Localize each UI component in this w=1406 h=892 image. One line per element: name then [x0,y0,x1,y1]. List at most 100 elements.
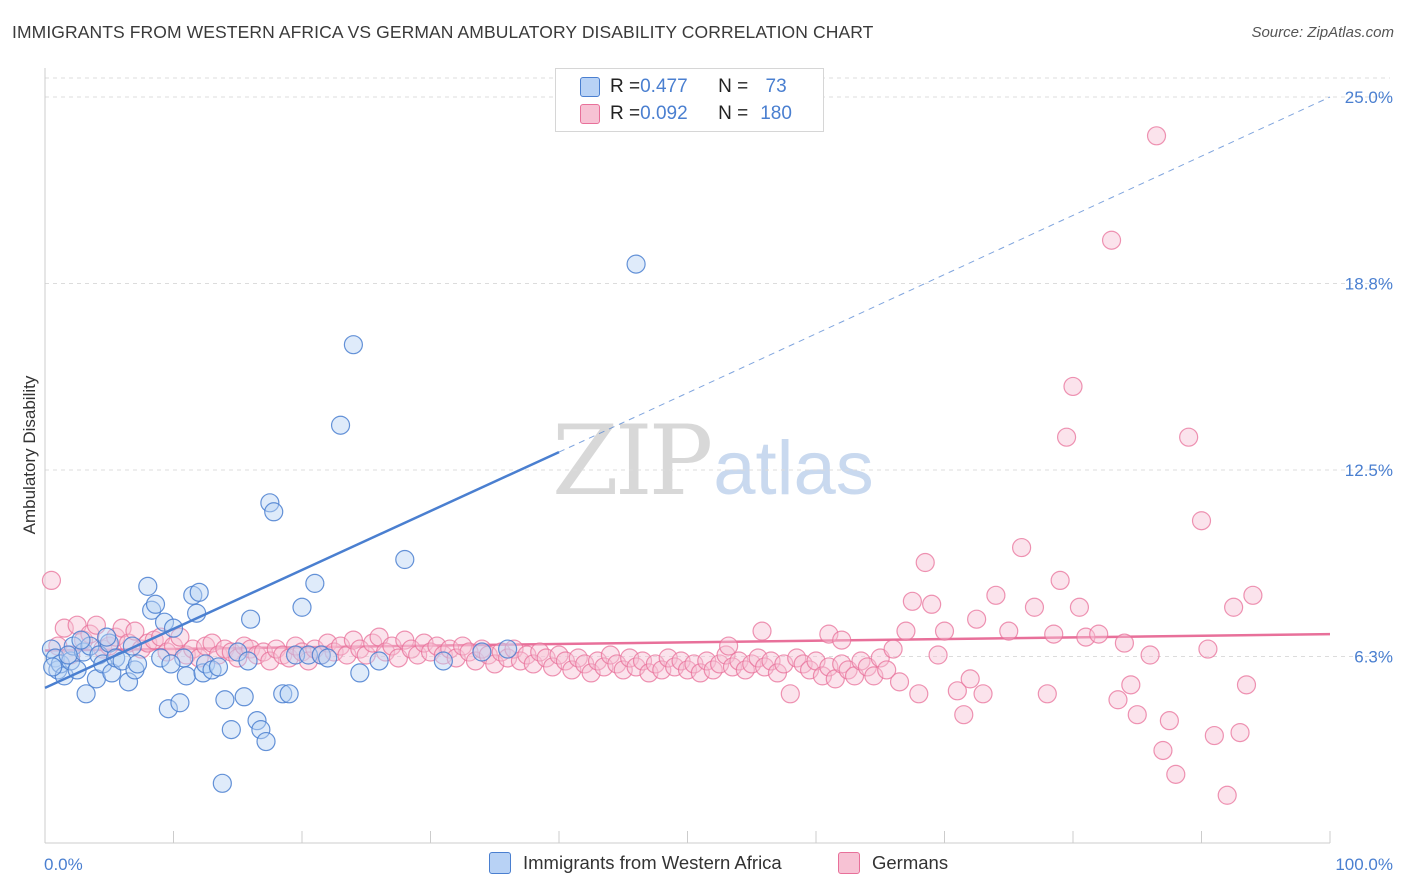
series-swatch-pink [838,852,860,874]
point-germans [1063,376,1083,397]
correlation-legend: R = 0.477 N = 73 R = 0.092 N = 180 [555,68,824,132]
point-germans [1127,705,1147,725]
legend-n-label: N = [718,103,749,124]
point-germans [780,684,800,704]
point-immigrants [238,651,258,671]
point-germans [954,705,974,725]
point-germans [1191,511,1212,531]
point-germans [973,684,993,704]
point-immigrants [433,651,453,671]
point-germans [960,669,980,689]
point-immigrants [305,573,325,593]
point-immigrants [97,627,117,647]
source-label: Source: ZipAtlas.com [1251,24,1394,41]
trendline-immigrants [44,450,560,689]
point-immigrants [118,672,139,692]
point-immigrants [395,549,415,570]
point-immigrants [58,645,78,665]
point-germans [1236,675,1257,695]
point-germans [1069,597,1090,617]
legend-r-label: R = [610,103,641,124]
point-germans [1089,624,1109,644]
legend-r-value: 0.477 [640,76,688,97]
point-germans [928,645,948,665]
point-germans [1101,230,1122,250]
point-germans [902,591,922,611]
legend-r-value: 0.092 [640,103,688,124]
point-immigrants [63,636,83,656]
points-immigrants [41,254,646,793]
point-immigrants [170,693,190,713]
point-immigrants [472,642,492,662]
point-germans [986,585,1006,605]
legend-n-value: 180 [760,103,792,124]
point-immigrants [369,651,389,671]
x-tick-label: 100.0% [1335,855,1393,874]
point-germans [1146,126,1167,146]
point-immigrants [138,576,158,596]
point-immigrants [71,630,91,650]
point-immigrants [264,502,284,522]
point-germans [896,621,916,641]
point-germans [1140,645,1160,665]
watermark-zip: ZIP [552,405,713,517]
series-legend-immigrants: Immigrants from Western Africa [489,852,782,874]
point-germans [832,630,852,650]
legend-n-value: 73 [760,76,787,97]
point-germans [1044,624,1064,644]
point-germans [877,660,897,680]
point-germans [999,621,1019,641]
point-germans [909,684,929,704]
x-tick-label: 0.0% [44,855,83,874]
point-germans [1243,585,1263,605]
chart-title: IMMIGRANTS FROM WESTERN AFRICA VS GERMAN… [12,22,874,42]
point-immigrants [350,663,370,683]
point-immigrants [330,415,351,435]
axes [44,68,1331,844]
point-immigrants [292,597,312,617]
point-germans [1159,711,1179,731]
point-immigrants [251,720,271,740]
series-legend: Immigrants from Western Africa Germans [0,852,1406,878]
point-immigrants [212,773,232,793]
watermark-atlas: atlas [713,426,874,511]
point-germans [883,639,903,659]
point-germans [1114,633,1135,653]
point-germans [1166,764,1186,784]
point-immigrants [221,720,241,740]
point-germans [922,594,942,614]
point-immigrants [208,657,229,677]
point-germans [1108,690,1128,710]
point-germans [41,570,62,591]
point-germans [1204,725,1224,746]
point-immigrants [176,666,196,686]
point-immigrants [343,335,363,355]
point-immigrants [127,654,148,674]
point-immigrants [145,594,166,614]
grid-lines [45,77,1390,657]
point-immigrants [234,687,254,707]
point-germans [1037,684,1057,704]
point-immigrants [626,254,646,274]
point-germans [719,636,739,656]
point-germans [1217,785,1237,805]
legend-row-germans: R = 0.092 N = 180 [580,102,792,126]
point-germans [1153,740,1173,761]
point-germans [1121,675,1141,695]
point-germans [1224,597,1244,617]
point-immigrants [161,654,181,674]
point-germans [1198,639,1218,659]
point-germans [947,681,967,701]
trend-immigrants [44,96,1331,689]
point-immigrants [151,648,171,668]
point-immigrants [43,657,63,677]
y-tick-label: 6.3% [1354,648,1393,667]
point-immigrants [189,582,209,602]
point-germans [1230,722,1250,743]
y-tick-label: 18.8% [1345,275,1393,294]
series-label: Germans [872,852,949,873]
series-legend-germans: Germans [838,852,948,874]
point-germans [125,621,145,641]
series-label: Immigrants from Western Africa [523,852,782,873]
